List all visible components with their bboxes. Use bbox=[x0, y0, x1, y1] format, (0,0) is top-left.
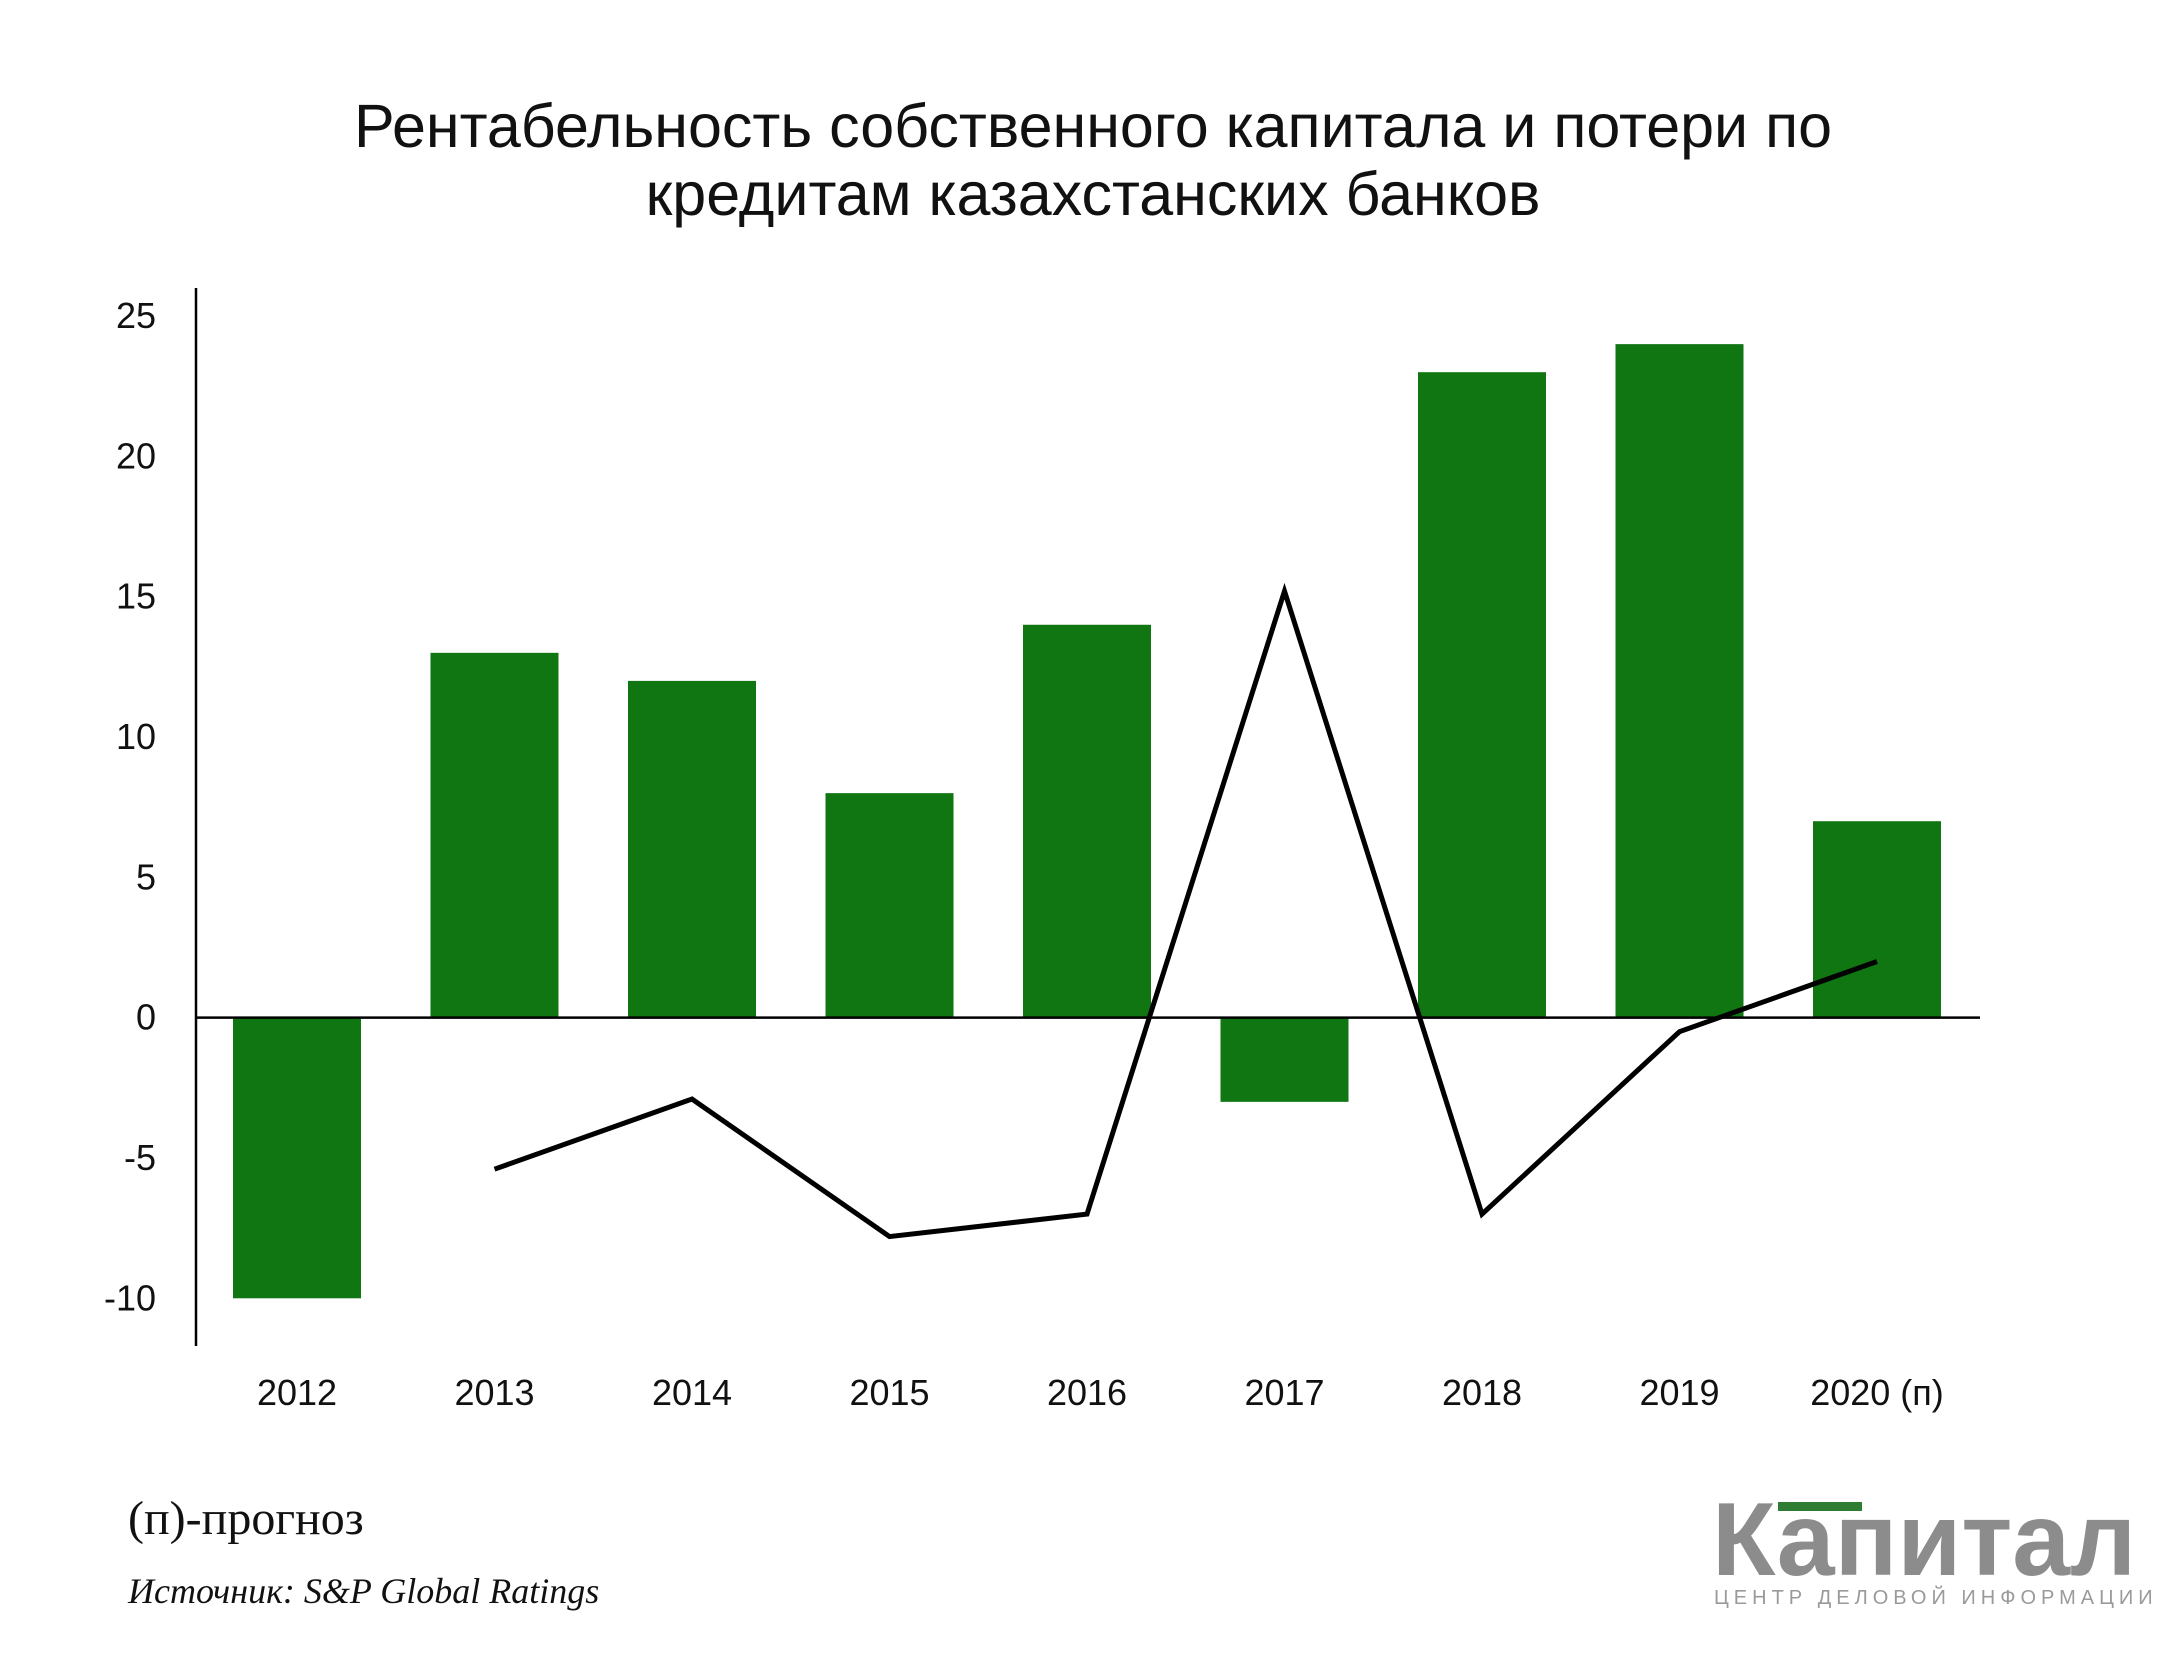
y-tick-label: 15 bbox=[116, 576, 156, 617]
chart-title-line-2: кредитам казахстанских банков bbox=[646, 160, 1541, 228]
y-tick-label: 0 bbox=[136, 997, 156, 1038]
forecast-footnote: (п)-прогноз bbox=[128, 1492, 364, 1545]
kapital-logo: Капитал ЦЕНТР ДЕЛОВОЙ ИНФОРМАЦИИ bbox=[1712, 1482, 2158, 1609]
x-tick-label: 2016 bbox=[1047, 1372, 1127, 1413]
bar-2012 bbox=[233, 1018, 361, 1299]
y-tick-label: 10 bbox=[116, 716, 156, 757]
source-value: S&P Global Ratings bbox=[295, 1571, 599, 1611]
logo-tagline: ЦЕНТР ДЕЛОВОЙ ИНФОРМАЦИИ bbox=[1714, 1585, 2158, 1609]
x-tick-label: 2012 bbox=[257, 1372, 337, 1413]
source-note: Источник: S&P Global Ratings bbox=[127, 1571, 599, 1611]
bar-2020 bbox=[1813, 821, 1941, 1017]
y-tick-label: -10 bbox=[104, 1277, 156, 1318]
x-tick-label: 2017 bbox=[1244, 1372, 1324, 1413]
y-tick-label: -5 bbox=[124, 1137, 156, 1178]
chart-title: Рентабельность собственного капитала и п… bbox=[354, 92, 1832, 228]
source-label: Источник: bbox=[127, 1571, 295, 1611]
bar-2016 bbox=[1023, 625, 1151, 1018]
y-tick-label: 25 bbox=[116, 295, 156, 336]
bar-2019 bbox=[1616, 344, 1744, 1018]
x-tick-label: 2015 bbox=[849, 1372, 929, 1413]
x-tick-label: 2018 bbox=[1442, 1372, 1522, 1413]
bar-2013 bbox=[431, 653, 559, 1018]
y-axis-ticks: 25 20 15 10 5 0 -5 -10 bbox=[104, 295, 156, 1318]
x-tick-label: 2019 bbox=[1639, 1372, 1719, 1413]
bar-2015 bbox=[826, 793, 954, 1018]
logo-wordmark: Капитал bbox=[1712, 1482, 2136, 1598]
chart-title-line-1: Рентабельность собственного капитала и п… bbox=[354, 92, 1832, 160]
x-tick-label: 2014 bbox=[652, 1372, 732, 1413]
bar-2017 bbox=[1221, 1018, 1349, 1102]
x-tick-label: 2020 (п) bbox=[1810, 1372, 1944, 1413]
y-tick-label: 5 bbox=[136, 856, 156, 897]
bar-2018 bbox=[1418, 372, 1546, 1017]
x-tick-label: 2013 bbox=[454, 1372, 534, 1413]
x-axis-labels: 2012 2013 2014 2015 2016 2017 2018 2019 2020 (п) bbox=[257, 1372, 1944, 1413]
bar-series bbox=[233, 344, 1941, 1298]
y-tick-label: 20 bbox=[116, 435, 156, 476]
bar-2014 bbox=[628, 681, 756, 1018]
